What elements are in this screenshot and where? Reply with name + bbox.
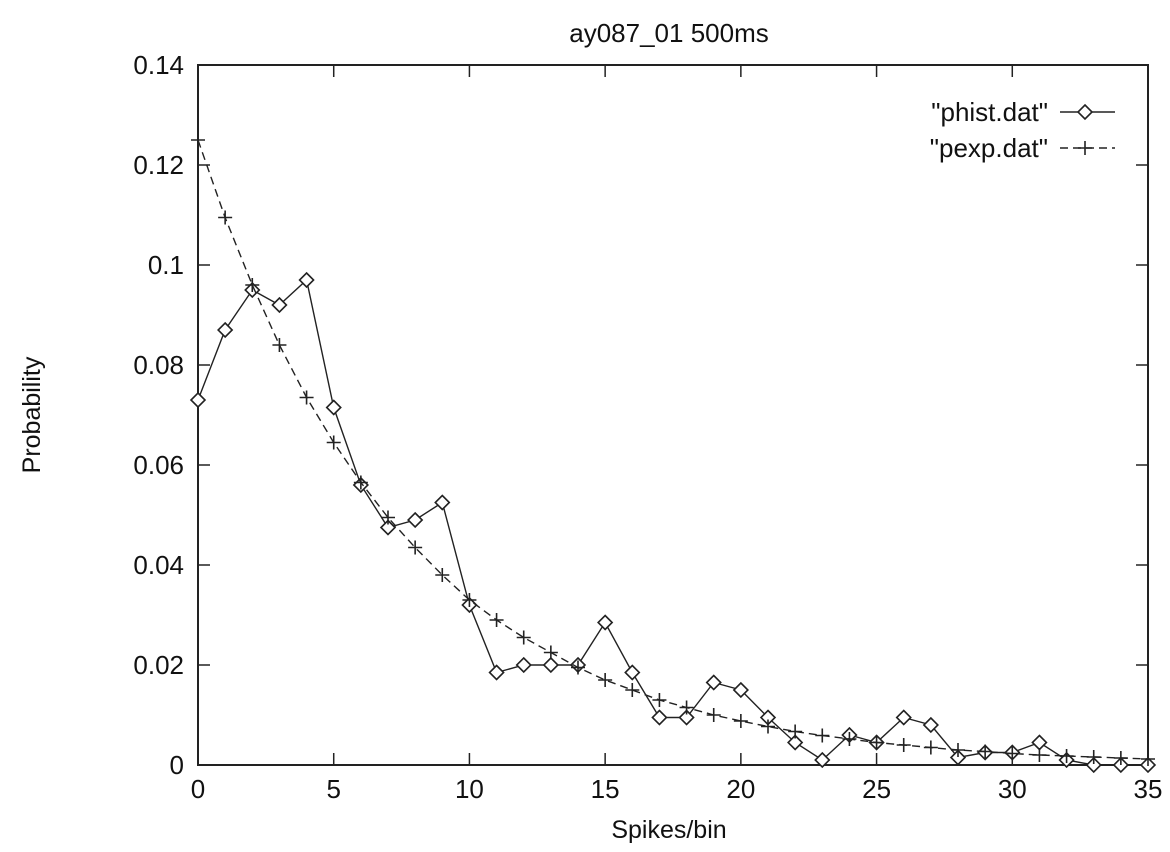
data-point-diamond [515,656,532,674]
x-tick-label: 25 [862,774,891,804]
data-point-plus [191,133,205,147]
y-tick-label: 0.04 [133,550,184,580]
data-point-plus [842,732,857,746]
legend-marker-plus [1078,141,1092,155]
data-point-diamond [651,709,668,726]
chart-title: ay087_01 500ms [569,18,768,48]
data-point-plus [1141,752,1155,766]
series-layer [189,133,1157,774]
y-tick-label: 0.12 [133,150,184,180]
data-point-diamond [217,321,234,339]
data-point-plus [733,714,748,728]
x-tick-label: 30 [998,774,1027,804]
data-point-plus [543,645,558,660]
legend-label: "pexp.dat" [930,133,1048,163]
x-tick-label: 15 [591,774,620,804]
data-point-diamond [298,271,315,289]
data-point-diamond [895,709,912,726]
data-point-diamond [705,674,722,691]
data-point-diamond [922,716,939,734]
data-point-plus [462,593,477,607]
data-point-plus [408,540,423,555]
x-tick-label: 10 [455,774,484,804]
data-point-diamond [678,709,695,726]
data-point-diamond [189,391,207,409]
x-tick-label: 5 [326,774,340,804]
data-point-plus [923,740,938,755]
y-tick-label: 0.06 [133,450,184,480]
data-point-diamond [271,296,288,314]
data-point-plus [571,660,585,675]
data-point-plus [761,719,775,734]
data-point-diamond [624,664,641,681]
data-point-diamond [488,664,505,681]
data-point-plus [245,278,260,292]
data-point-plus [1086,750,1101,764]
y-tick-label: 0.08 [133,350,184,380]
legend-marker-diamond [1076,103,1094,121]
y-tick-label: 0.02 [133,650,184,680]
data-point-diamond [379,519,397,536]
data-point-diamond [407,511,424,529]
data-point-plus [489,613,504,627]
x-tick-label: 35 [1134,774,1163,804]
data-point-diamond [542,656,559,674]
y-tick-label: 0.14 [133,50,184,80]
data-point-plus [516,630,531,645]
data-point-plus [788,724,803,739]
series-phist [189,271,1157,774]
data-point-plus [706,708,721,722]
data-point-diamond [434,494,451,511]
series-line [197,139,1149,760]
y-axis-title: Probability [18,356,46,473]
data-point-plus [1005,746,1020,761]
data-point-plus [299,390,314,405]
data-point-plus [598,673,613,687]
y-tick-label: 0.1 [148,250,184,280]
data-point-plus [1032,748,1047,762]
plot-frame [197,64,1149,766]
data-point-plus [353,475,368,490]
data-point-plus [218,210,233,225]
series-pexp [191,133,1155,766]
y-tick-label: 0 [170,750,184,780]
data-point-diamond [732,681,749,699]
series-line [197,278,1148,766]
data-point-plus [896,738,911,752]
data-point-diamond [1085,756,1102,774]
axes: 0 5 10 15 20 25 30 35 0 0.02 0.04 0.06 0.08 0.1 0.12 0.… [133,50,1162,804]
data-point-diamond [787,734,804,751]
legend: "phist.dat" "pexp.dat" [930,97,1115,163]
x-tick-label: 20 [726,774,755,804]
data-point-plus [951,743,965,757]
data-point-plus [381,510,395,525]
data-point-diamond [597,614,614,631]
x-axis-title: Spikes/bin [611,816,726,844]
legend-label: "phist.dat" [931,97,1048,127]
data-point-plus [815,728,830,743]
data-point-diamond [814,751,831,769]
data-point-plus [1113,751,1128,765]
data-point-plus [625,683,640,697]
data-point-plus [326,435,341,450]
data-point-plus [869,735,884,750]
data-point-diamond [325,399,342,416]
data-point-plus [1059,749,1074,763]
data-point-plus [652,693,667,707]
data-point-diamond [1031,734,1048,751]
data-point-plus [679,700,694,715]
data-point-plus [272,338,287,352]
data-point-plus [978,744,993,759]
data-point-diamond [949,749,967,766]
x-tick-label: 0 [191,774,205,804]
data-point-plus [435,568,450,582]
